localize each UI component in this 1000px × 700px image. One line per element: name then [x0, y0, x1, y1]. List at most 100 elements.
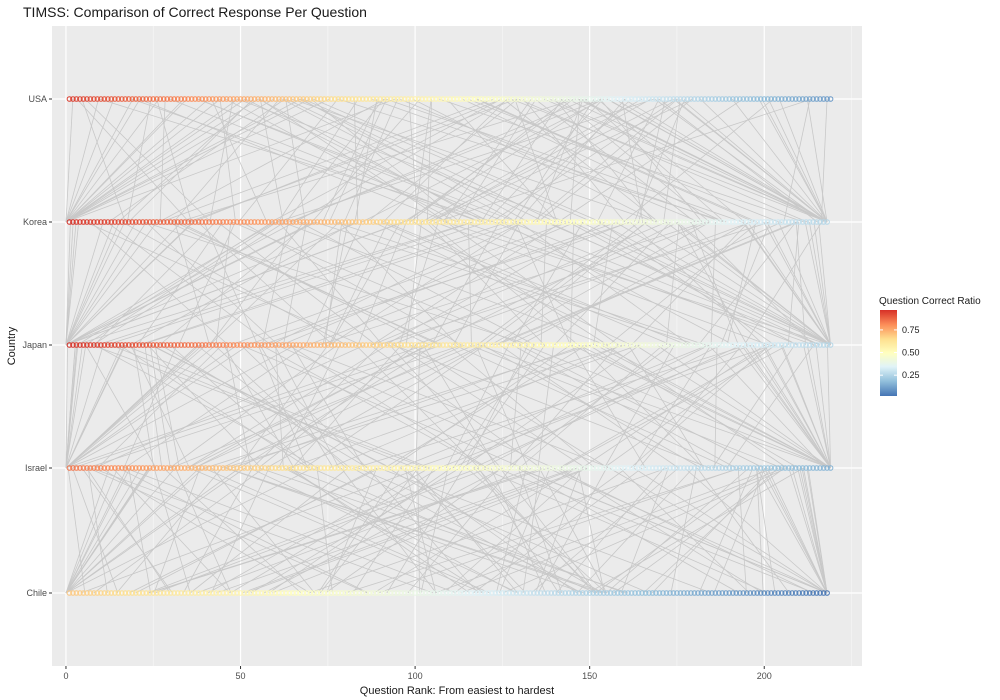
- legend-colorbar: [880, 310, 897, 396]
- connector-line: [65, 344, 296, 469]
- data-point: [597, 342, 603, 348]
- data-point: [565, 590, 572, 596]
- connector-line: [225, 467, 584, 594]
- connector-line: [196, 98, 517, 223]
- data-point: [614, 465, 621, 471]
- data-point: [531, 465, 537, 471]
- data-point: [307, 465, 314, 471]
- data-point: [813, 590, 820, 596]
- data-point: [705, 219, 712, 225]
- data-point: [108, 465, 115, 471]
- data-point: [520, 219, 527, 225]
- data-point: [94, 465, 101, 471]
- data-point: [632, 96, 638, 102]
- connector-line: [65, 467, 176, 594]
- connector-line: [116, 467, 223, 594]
- data-point: [167, 342, 174, 348]
- data-point: [84, 465, 90, 471]
- connector-line: [352, 467, 582, 594]
- data-point: [663, 342, 670, 348]
- connector-line: [629, 221, 765, 346]
- data-point: [730, 96, 736, 102]
- data-point: [534, 342, 541, 348]
- data-point: [618, 342, 624, 348]
- data-point: [342, 590, 349, 596]
- connector-line: [345, 467, 742, 594]
- data-point: [597, 465, 603, 471]
- data-point: [227, 465, 233, 471]
- data-point: [646, 219, 652, 225]
- connector-line: [128, 467, 152, 594]
- data-point: [391, 96, 397, 102]
- connector-line: [666, 221, 680, 346]
- data-point: [492, 590, 499, 596]
- data-point: [789, 219, 795, 225]
- connector-line: [676, 221, 831, 346]
- data-point: [499, 590, 506, 596]
- connector-line: [76, 98, 190, 223]
- connector-line: [129, 467, 380, 594]
- connector-line: [412, 98, 658, 223]
- connector-line: [482, 221, 648, 346]
- data-point: [813, 465, 820, 471]
- data-point: [206, 96, 212, 102]
- connector-line: [515, 221, 571, 346]
- connector-line: [813, 221, 831, 346]
- data-point: [332, 342, 338, 348]
- data-point: [737, 219, 743, 225]
- data-point: [583, 465, 589, 471]
- data-point: [377, 465, 383, 471]
- connector-line: [384, 221, 688, 346]
- data-point: [806, 342, 813, 348]
- data-point: [771, 219, 778, 225]
- data-point: [126, 219, 132, 225]
- data-point: [775, 590, 782, 596]
- connector-line: [758, 98, 828, 223]
- connector-line: [410, 344, 609, 469]
- data-point: [667, 96, 673, 102]
- data-point: [70, 96, 76, 102]
- connector-line: [499, 467, 551, 594]
- connector-line: [405, 221, 422, 346]
- data-point: [667, 342, 673, 348]
- data-point: [517, 96, 523, 102]
- connector-line: [581, 344, 766, 469]
- data-point: [126, 96, 132, 102]
- data-point: [77, 219, 83, 225]
- data-point: [698, 465, 705, 471]
- data-point: [181, 342, 188, 348]
- data-point: [101, 590, 108, 596]
- data-point: [625, 590, 631, 596]
- data-point: [604, 96, 610, 102]
- data-point: [482, 465, 488, 471]
- data-point: [576, 590, 582, 596]
- data-point: [695, 219, 701, 225]
- data-point: [764, 590, 771, 596]
- data-point: [171, 342, 177, 348]
- data-point: [290, 465, 296, 471]
- data-point: [775, 342, 782, 348]
- connector-line: [106, 221, 488, 346]
- data-point: [394, 465, 401, 471]
- data-point: [562, 465, 569, 471]
- connector-line: [788, 467, 828, 594]
- data-point: [223, 219, 230, 225]
- data-point: [757, 342, 764, 348]
- data-point: [192, 96, 198, 102]
- data-point: [87, 342, 94, 348]
- data-point: [251, 342, 258, 348]
- data-point: [782, 96, 788, 102]
- data-point: [618, 219, 624, 225]
- connector-line: [65, 98, 141, 223]
- data-point: [251, 590, 258, 596]
- connector-line: [438, 344, 752, 469]
- data-point: [157, 342, 164, 348]
- data-point: [366, 219, 373, 225]
- connector-line: [123, 344, 178, 469]
- data-point: [660, 590, 666, 596]
- connector-line: [663, 98, 681, 223]
- connector-line: [147, 344, 262, 469]
- data-point: [443, 342, 450, 348]
- connector-line: [606, 467, 750, 594]
